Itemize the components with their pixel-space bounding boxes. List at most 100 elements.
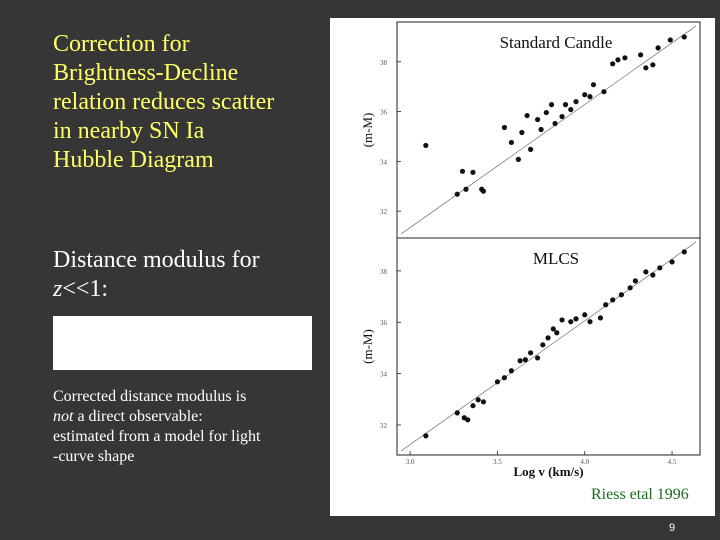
data-point [643,269,649,275]
data-point [587,94,593,100]
data-point [597,315,604,321]
data-point [543,109,549,116]
data-point [545,335,551,341]
y-tick-label: 34 [380,158,388,166]
data-point [681,34,687,40]
note-line: estimated from a model for light [53,428,261,445]
data-point [454,191,460,197]
data-point [681,249,687,255]
note-line: -curve shape [53,448,135,465]
data-point [552,120,558,127]
data-point [550,326,556,332]
data-point [618,292,625,298]
x-tick-label: 3.5 [493,458,502,466]
data-point [568,319,574,325]
x-tick-label: 3.0 [406,458,415,466]
data-point [657,265,663,271]
data-point [610,297,616,303]
page-number: 9 [669,522,676,534]
data-point [603,302,609,308]
data-point [643,65,649,71]
y-tick-label: 36 [380,109,388,117]
data-point [615,57,621,63]
heading: Correction for Brightness-Decline relation… [53,30,274,175]
note: Corrected distance modulus is not a dire… [53,387,261,467]
data-point [540,342,546,348]
heading-line: Hubble Diagram [53,147,214,173]
data-point [610,61,616,67]
reference-line [400,25,697,235]
data-point [475,397,481,403]
data-point [538,126,544,133]
data-point [517,358,523,364]
x-tick-label: 4.5 [668,458,677,466]
data-point [650,62,656,68]
data-point [459,168,466,174]
data-point [559,317,565,323]
y-tick-label: 38 [380,268,388,276]
data-point [582,312,588,318]
data-point [638,52,644,58]
data-point [632,278,638,284]
subheading-line: Distance modulus for [53,247,260,273]
data-point [534,355,541,361]
data-point [627,285,633,291]
y-tick-label: 34 [380,371,388,379]
heading-line: in nearby SN Ia [53,118,205,144]
y-tick-label: 38 [380,59,388,67]
y-tick-label: 32 [380,208,388,216]
data-point [470,403,476,409]
data-point [590,82,597,88]
data-point [554,330,560,336]
data-point [454,410,460,416]
data-point [573,316,579,322]
data-point [470,169,476,175]
data-point [568,106,574,113]
figure [330,18,715,516]
data-point [527,146,534,153]
x-axis-label: Log v (km/s) [513,464,583,479]
x-tick-label: 4.0 [580,458,589,466]
data-point [465,417,471,423]
data-point [480,399,487,405]
data-point [515,156,521,162]
data-point [622,55,628,61]
y-tick-label: 36 [380,319,388,327]
note-text: a direct observable: [73,408,203,425]
data-point [423,142,429,149]
data-point [573,99,579,105]
subheading-line: z<<1: [53,275,260,304]
variable: z [53,276,63,302]
data-point [494,379,501,385]
data-point [559,113,565,120]
data-point [669,259,675,265]
panel-title: Standard Candle [500,33,613,52]
data-point [423,433,429,439]
data-point [501,375,508,381]
subheading-text: <<1: [62,276,109,302]
data-point [463,186,469,192]
data-point [501,124,508,131]
panel-title: MLCS [533,249,579,268]
plot-frame [396,237,701,456]
data-point [587,319,593,325]
note-line: not a direct observable: [53,407,261,427]
data-point [508,139,514,146]
data-point [534,116,541,123]
data-point [524,112,530,119]
data-point [548,102,555,108]
reference-line [400,241,697,452]
y-tick-label: 32 [380,422,388,430]
data-point [667,37,673,43]
heading-line: Brightness-Decline [53,60,239,86]
emphasis: not [53,408,74,425]
credit: Riess etal 1996 [591,486,689,503]
data-point [480,188,487,194]
equation-box [53,316,312,370]
heading-line: Correction for [53,31,190,57]
data-point [601,89,607,95]
heading-line: relation reduces scatter [53,89,275,115]
data-point [522,357,528,363]
